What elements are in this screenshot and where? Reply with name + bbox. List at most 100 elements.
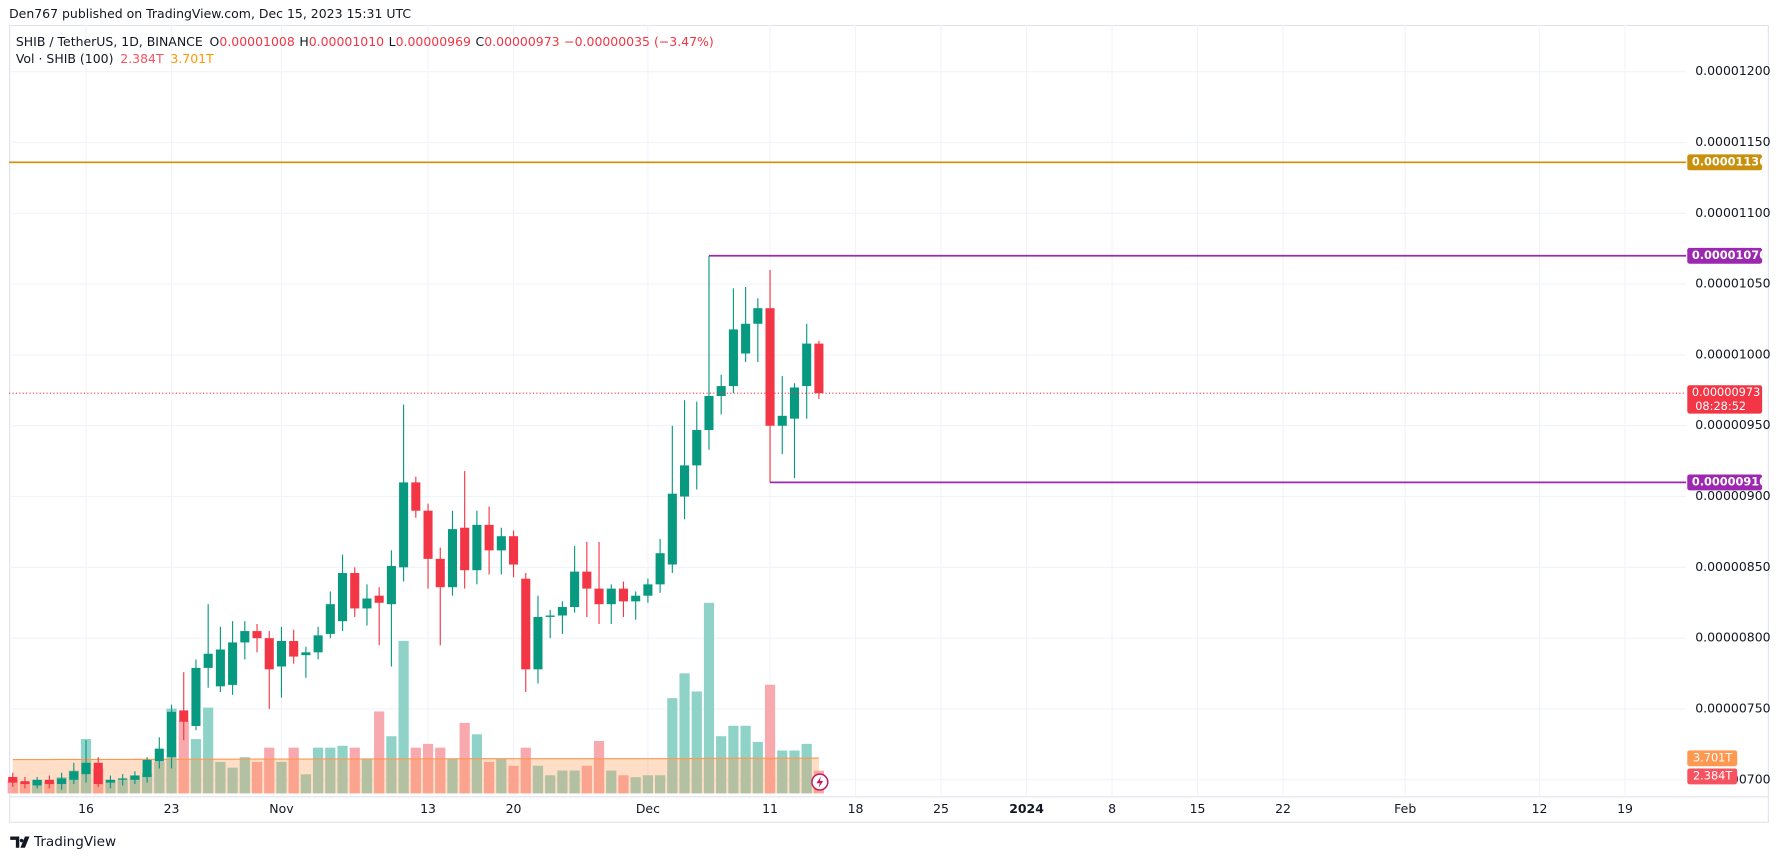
candle-body bbox=[191, 667, 201, 726]
candle-body bbox=[557, 607, 567, 616]
chart-frame bbox=[9, 24, 1769, 823]
y-tick-label: 0.00001200 bbox=[1695, 63, 1770, 78]
low-key: L bbox=[389, 33, 396, 48]
volume-bar bbox=[203, 707, 214, 794]
candle-body bbox=[118, 778, 128, 780]
flash-icon-bolt bbox=[816, 776, 824, 788]
volume-bar bbox=[300, 774, 311, 794]
volume-bar bbox=[667, 698, 678, 794]
candle-body bbox=[509, 536, 519, 565]
candle-body bbox=[130, 775, 140, 780]
candle-body bbox=[765, 308, 775, 426]
volume-bar bbox=[777, 750, 788, 794]
y-tick-label: 0.00001050 bbox=[1695, 276, 1770, 291]
x-tick-label: 11 bbox=[762, 801, 778, 816]
candle-body bbox=[716, 386, 726, 396]
x-tick-label: 8 bbox=[1108, 801, 1116, 816]
y-tick-label: 0.00001000 bbox=[1695, 346, 1770, 361]
candles bbox=[8, 255, 824, 790]
candle-body bbox=[643, 584, 653, 596]
candle-body bbox=[350, 573, 360, 609]
candle-body bbox=[704, 395, 714, 430]
y-tick-label: 0.00001150 bbox=[1695, 134, 1770, 149]
y-tick-label: 0.00000800 bbox=[1695, 630, 1770, 645]
candle-body bbox=[105, 779, 115, 783]
brand-logo bbox=[10, 836, 30, 848]
candle-body bbox=[374, 595, 384, 603]
volume-bar bbox=[325, 747, 336, 794]
volume-bar bbox=[703, 602, 715, 794]
x-tick-label: Feb bbox=[1394, 801, 1416, 816]
level-box bbox=[1687, 474, 1763, 491]
candle-body bbox=[81, 762, 91, 775]
x-tick-label: Dec bbox=[636, 801, 660, 816]
volume-bar bbox=[484, 761, 495, 794]
legend: SHIB / TetherUS, 1D, BINANCE O0.00001008 H… bbox=[16, 33, 714, 48]
candle-body bbox=[142, 759, 152, 777]
candle-body bbox=[680, 465, 690, 497]
volume-bar bbox=[532, 765, 544, 794]
volume-bar bbox=[630, 777, 641, 794]
volume-bar bbox=[642, 775, 654, 794]
candle-body bbox=[289, 641, 299, 657]
level-label: 0.00001136 bbox=[1692, 154, 1767, 168]
candle-body bbox=[606, 588, 616, 605]
volume-bar bbox=[239, 757, 250, 794]
x-tick-label: Nov bbox=[269, 801, 293, 816]
volume-bar bbox=[422, 743, 434, 794]
candle-body bbox=[44, 779, 54, 785]
open-key: O bbox=[210, 33, 220, 48]
candle-body bbox=[313, 635, 323, 653]
open-value: 0.00001008 bbox=[219, 33, 294, 48]
level-label: 0.00001070 bbox=[1692, 248, 1767, 262]
volume-bar bbox=[679, 673, 690, 794]
level-label: 0.00000910 bbox=[1692, 474, 1767, 488]
symbol: SHIB / TetherUS, 1D, BINANCE bbox=[16, 33, 203, 48]
candle-body bbox=[496, 536, 506, 551]
x-tick-label: 12 bbox=[1532, 801, 1548, 816]
x-tick-label: 2024 bbox=[1009, 801, 1044, 816]
volume-bar bbox=[313, 747, 324, 794]
high-value: 0.00001010 bbox=[309, 33, 384, 48]
volume-bar bbox=[496, 759, 507, 794]
x-tick-label: 15 bbox=[1190, 801, 1206, 816]
volume-bar bbox=[129, 775, 140, 794]
candle-body bbox=[276, 641, 286, 667]
x-tick-label: 22 bbox=[1275, 801, 1291, 816]
volume-bar bbox=[178, 720, 189, 794]
candle-body bbox=[814, 343, 824, 394]
volume-bar bbox=[740, 725, 751, 794]
candle-body bbox=[264, 638, 274, 670]
volume-ma-box bbox=[1687, 750, 1738, 767]
candle-body bbox=[411, 482, 421, 511]
volume-bar bbox=[251, 761, 263, 794]
volume-bar bbox=[520, 747, 531, 794]
volume-bar bbox=[190, 739, 202, 794]
candle-body bbox=[484, 524, 494, 551]
y-tick-label: 0.00000750 bbox=[1695, 700, 1770, 715]
x-tick-label: 18 bbox=[848, 801, 864, 816]
volume-box-label: 2.384T bbox=[1693, 768, 1732, 782]
volume-bar bbox=[447, 759, 458, 794]
candle-body bbox=[435, 558, 445, 588]
candle-body bbox=[667, 493, 677, 565]
change: −0.00000035 (−3.47%) bbox=[564, 33, 714, 48]
volume-bar bbox=[618, 775, 629, 794]
volume-bar bbox=[581, 765, 592, 794]
candle-body bbox=[57, 778, 67, 785]
volume-bar bbox=[227, 767, 238, 794]
volume-bar bbox=[410, 747, 421, 794]
level-box bbox=[1687, 247, 1763, 264]
volume-bar bbox=[141, 773, 153, 794]
candle-body bbox=[460, 527, 470, 571]
candle-body bbox=[802, 343, 812, 387]
brand: TradingView bbox=[33, 834, 116, 850]
x-tick-label: 20 bbox=[506, 801, 522, 816]
candle-body bbox=[423, 510, 433, 559]
candle-body bbox=[179, 710, 189, 722]
low-value: 0.00000969 bbox=[396, 33, 471, 48]
candle-body bbox=[32, 779, 42, 786]
candle-body bbox=[215, 649, 225, 687]
